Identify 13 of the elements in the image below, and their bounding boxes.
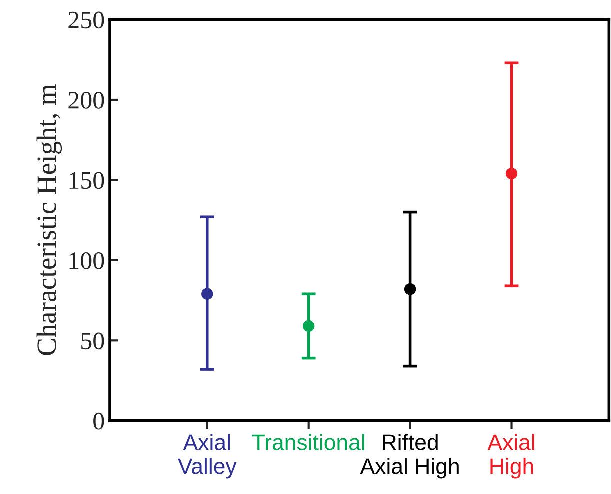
point <box>404 283 416 296</box>
y-tick-label: 100 <box>70 252 104 270</box>
point <box>202 288 214 300</box>
y-axis-title: Characteristic Height, m <box>36 84 62 356</box>
y-tick-label: 0 <box>94 412 104 430</box>
y-tick-label: 50 <box>82 332 104 350</box>
y-tick-label: 200 <box>68 92 104 109</box>
x-tick-label: Axial Valley <box>178 434 237 479</box>
y-tick-label: 250 <box>68 12 104 29</box>
point <box>303 320 315 332</box>
x-tick-label: Axial High <box>488 434 534 479</box>
y-tick-label: 150 <box>70 172 104 190</box>
point <box>506 168 518 180</box>
